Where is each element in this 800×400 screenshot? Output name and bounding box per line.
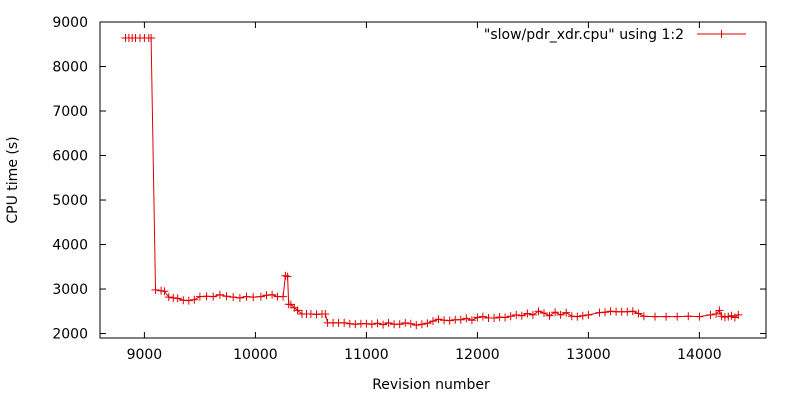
data-point (695, 312, 704, 321)
data-point (706, 310, 715, 319)
y-tick-label: 8000 (52, 60, 88, 76)
data-point (512, 310, 521, 319)
data-point (184, 296, 193, 305)
data-point (445, 316, 454, 325)
data-point (601, 308, 609, 317)
data-point (222, 292, 231, 301)
data-point (173, 294, 182, 303)
data-point (268, 290, 277, 299)
x-tick-label: 9000 (127, 347, 163, 363)
data-point (456, 315, 465, 324)
data-point (395, 320, 404, 329)
data-point (712, 310, 721, 318)
data-point (249, 293, 258, 302)
y-tick-label: 7000 (52, 104, 88, 120)
data-point (684, 312, 693, 321)
data-point (209, 292, 218, 301)
x-tick-label: 14000 (677, 347, 722, 363)
y-tick-label: 5000 (52, 193, 88, 209)
data-point (412, 321, 421, 330)
data-point (473, 313, 482, 322)
x-axis-label: Revision number (372, 377, 490, 393)
x-tick-label: 10000 (233, 347, 278, 363)
data-point (584, 310, 593, 319)
y-axis-label: CPU time (s) (5, 136, 21, 223)
data-point (734, 310, 743, 319)
data-point (379, 320, 388, 329)
data-point (229, 293, 238, 302)
data-point (628, 307, 637, 316)
data-point (164, 293, 173, 302)
data-point (724, 312, 733, 321)
data-point (673, 312, 682, 321)
data-point (639, 312, 648, 321)
data-point (545, 311, 554, 320)
data-point (517, 311, 526, 320)
data-point (501, 313, 510, 322)
data-point (423, 319, 432, 328)
data-point (540, 309, 548, 318)
data-point (373, 319, 382, 328)
data-point (434, 315, 443, 324)
data-point (478, 312, 487, 321)
data-point (321, 310, 330, 318)
data-point (467, 316, 476, 325)
data-point (462, 314, 471, 323)
y-tick-label: 6000 (52, 149, 88, 165)
data-point (235, 293, 244, 302)
data-point (534, 307, 543, 316)
data-point (190, 295, 199, 304)
legend-label: "slow/pdr_xdr.cpu" using 1:2 (484, 27, 684, 43)
data-point (293, 306, 302, 315)
data-point (490, 314, 499, 322)
data-point (340, 318, 349, 327)
data-point (160, 287, 169, 296)
data-point (406, 319, 415, 328)
data-point (562, 308, 571, 317)
data-point (401, 318, 410, 327)
data-point (283, 272, 292, 281)
data-point (634, 309, 643, 318)
series-line (125, 37, 739, 326)
series-group (121, 34, 743, 330)
y-tick-label: 2000 (52, 327, 88, 343)
x-tick-label: 13000 (566, 347, 611, 363)
legend-swatch-marker (717, 30, 726, 38)
data-point (151, 285, 160, 294)
data-point (147, 34, 156, 42)
x-tick-label: 11000 (344, 347, 389, 363)
data-point (195, 292, 204, 301)
x-tick-label: 12000 (455, 347, 500, 363)
data-point (506, 312, 515, 321)
data-point (662, 312, 671, 321)
data-point (715, 306, 724, 315)
y-axis: 2000 3000 4000 5000 6000 7000 8000 9000 (52, 15, 766, 343)
data-point (281, 271, 290, 280)
legend: "slow/pdr_xdr.cpu" using 1:2 (484, 27, 746, 43)
data-point (528, 310, 537, 319)
data-point (523, 309, 532, 318)
data-point (727, 311, 736, 320)
data-point (551, 308, 560, 317)
data-point (651, 312, 659, 321)
data-point (242, 292, 251, 301)
data-point (215, 290, 224, 299)
y-tick-label: 3000 (52, 282, 88, 298)
data-point (367, 320, 376, 329)
data-point (256, 292, 265, 301)
data-point (429, 317, 437, 326)
data-point (279, 292, 288, 301)
data-point (384, 318, 393, 327)
plot-frame (99, 21, 767, 339)
data-point (578, 311, 587, 320)
data-point (717, 312, 726, 321)
x-axis: 9000 10000 11000 12000 13000 14000 (127, 22, 722, 363)
y-tick-label: 4000 (52, 238, 88, 254)
data-point (573, 312, 582, 321)
y-tick-label: 9000 (52, 15, 88, 31)
data-point (417, 320, 426, 329)
data-point (556, 310, 565, 319)
